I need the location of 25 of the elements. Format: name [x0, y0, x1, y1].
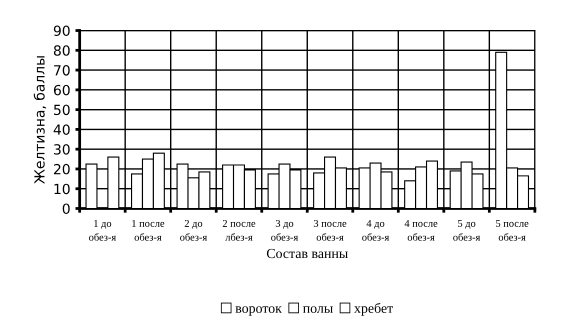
- x-tick-label: 4 до обез-я: [362, 220, 390, 241]
- legend-label: вороток: [235, 306, 282, 316]
- x-tick-label: 2 после лбез-я: [222, 220, 256, 241]
- x-axis-title: Состав ванны: [266, 248, 348, 258]
- y-tick-label: 30: [54, 144, 70, 155]
- y-tick-label: 0: [62, 203, 70, 214]
- y-tick-label: 60: [54, 84, 70, 96]
- x-tick-label: 2 до обез-я: [180, 220, 208, 241]
- y-tick-label: 20: [54, 164, 70, 174]
- y-tick-label: 90: [54, 26, 70, 36]
- y-tick-label: 70: [54, 65, 70, 76]
- y-axis-title: Желтизна, баллы: [34, 56, 46, 184]
- x-tick-label: 3 после обез-я: [314, 220, 346, 241]
- y-tick-label: 50: [54, 104, 70, 116]
- legend-label: хребет: [354, 302, 393, 316]
- x-tick-label: 3 до обез-я: [271, 220, 298, 241]
- x-tick-label: 4 после обез-я: [404, 220, 438, 241]
- y-tick-label: 10: [54, 184, 70, 194]
- x-tick-label: 1 до обез-я: [89, 220, 116, 241]
- legend-label: полы: [302, 306, 333, 313]
- x-tick-label: 5 до обез-я: [453, 220, 480, 241]
- y-tick-label: 40: [54, 124, 70, 135]
- x-tick-label: 5 после обез-я: [496, 220, 528, 241]
- x-tick-label: 1 после обез-я: [132, 220, 164, 241]
- y-tick-label: 80: [54, 45, 70, 56]
